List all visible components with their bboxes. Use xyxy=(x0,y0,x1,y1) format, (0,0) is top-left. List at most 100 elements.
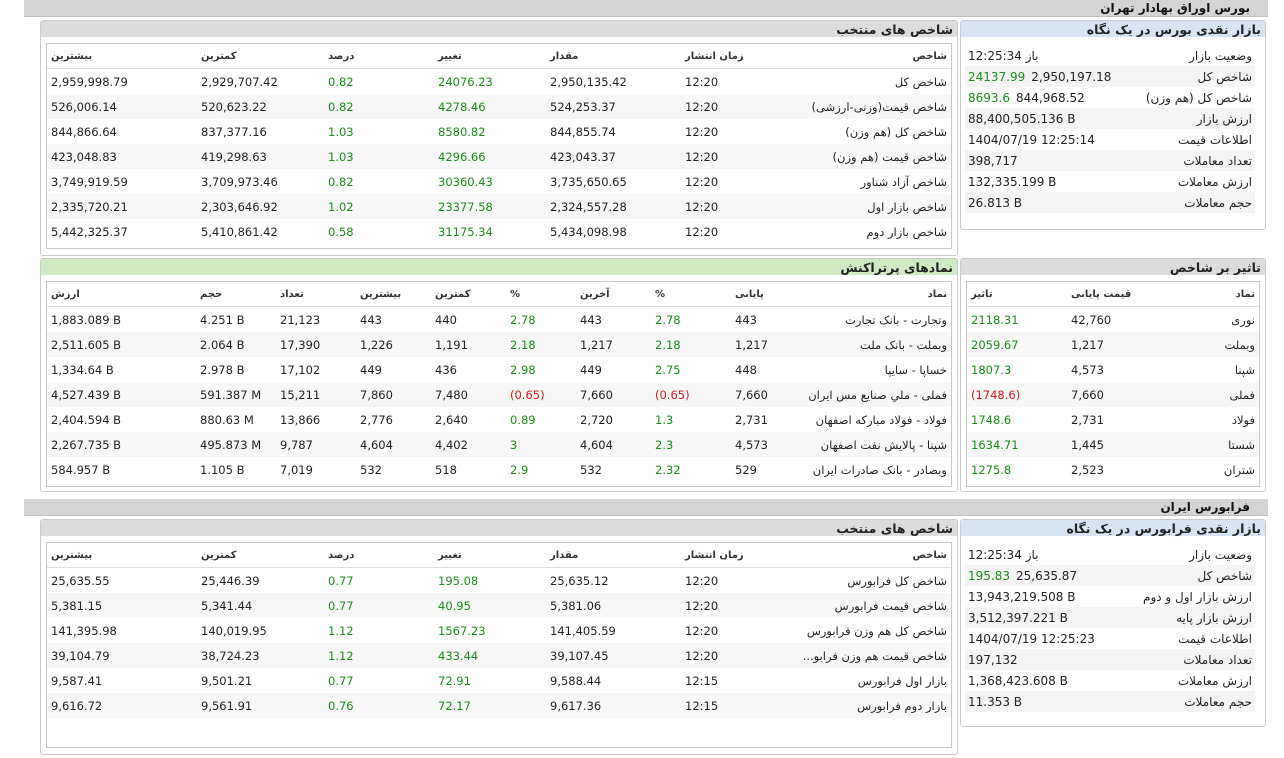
index-name: شاخص آزاد شناور xyxy=(860,174,947,189)
table-row[interactable]: فملی 7,660 (1748.6) xyxy=(967,382,1259,407)
table-row[interactable]: بازار دوم فرابورس 12:15 9,617.36 72.17 0.76 9… xyxy=(47,693,951,718)
table-row[interactable]: وبملت - بانک ملت 1,217 2.18 1,217 2.18 1,191 1… xyxy=(47,332,951,357)
column-header[interactable]: زمان انتشار xyxy=(681,543,781,568)
column-header[interactable]: پایانی xyxy=(731,282,801,307)
traded-volume: 2.064 B xyxy=(196,332,276,357)
index-name: شاخص کل xyxy=(894,74,947,89)
column-header-label: مقدار xyxy=(550,549,579,561)
index-min: 9,561.91 xyxy=(197,693,324,718)
index-name: شاخص قیمت (هم وزن) xyxy=(781,144,951,169)
impact-value: 2118.31 xyxy=(971,312,1019,327)
column-header[interactable]: % xyxy=(651,282,731,307)
index-min: 25,446.39 xyxy=(201,573,260,588)
index-time: 12:20 xyxy=(681,643,781,668)
traded-max: 1,226 xyxy=(356,332,431,357)
table-row[interactable]: شاخص كل فرابورس 12:20 25,635.12 195.08 0.77 2… xyxy=(47,568,951,594)
ifb-section-header: فرابورس ایران xyxy=(24,499,1268,516)
index-time: 12:15 xyxy=(681,693,781,718)
index-min: 837,377.16 xyxy=(201,124,267,139)
table-row[interactable]: شتران 2,523 1275.8 xyxy=(967,457,1259,482)
column-header[interactable]: درصد xyxy=(324,543,434,568)
table-row[interactable]: وبصادر - بانک صادرات ايران 529 2.32 532 2.9 5… xyxy=(47,457,951,482)
column-header[interactable]: تعداد xyxy=(276,282,356,307)
table-row[interactable]: فولاد 2,731 1748.6 xyxy=(967,407,1259,432)
index-value: 25,635.12 xyxy=(550,573,609,588)
column-header[interactable]: بیشترین xyxy=(47,44,197,69)
column-header[interactable]: کمترین xyxy=(197,543,324,568)
column-header[interactable]: حجم xyxy=(196,282,276,307)
index-min: 2,929,707.42 xyxy=(201,74,278,89)
table-row[interactable]: شاخص قيمت فرابورس 12:20 5,381.06 40.95 0.77 5… xyxy=(47,593,951,618)
traded-min: 518 xyxy=(435,462,457,477)
column-header[interactable]: زمان انتشار xyxy=(681,44,781,69)
tse-index-impact-title: تاثیر بر شاخص xyxy=(1169,260,1261,275)
column-header-label: بیشترین xyxy=(51,50,93,62)
table-row[interactable]: وبملت 1,217 2059.67 xyxy=(967,332,1259,357)
table-row[interactable]: شاخص کل 12:20 2,950,135.42 24076.23 0.82 2,92… xyxy=(47,69,951,95)
impact-symbol: نوری xyxy=(1231,312,1255,327)
column-header[interactable]: تغییر xyxy=(434,44,546,69)
table-row[interactable]: شستا 1,445 1634.71 xyxy=(967,432,1259,457)
column-header[interactable]: مقدار xyxy=(546,543,681,568)
column-header[interactable]: تاثیر xyxy=(967,282,1067,307)
market-glance-value-text: 11.353 B xyxy=(968,694,1023,709)
column-header-label: بیشترین xyxy=(360,288,402,300)
column-header[interactable]: آخرین xyxy=(576,282,651,307)
table-row[interactable]: فولاد - فولاد مباركه اصفهان 2,731 1.3 2,720… xyxy=(47,407,951,432)
market-glance-value: 13,943,219.508 B xyxy=(965,586,1115,607)
traded-close-percent: (0.65) xyxy=(651,382,731,407)
traded-value: 2,404.594 B xyxy=(51,412,122,427)
table-row[interactable]: شاخص قیمت (هم وزن) 12:20 423,043.37 4296.66… xyxy=(47,144,951,169)
column-header[interactable]: کمترین xyxy=(197,44,324,69)
column-header[interactable]: نماد xyxy=(801,282,951,307)
traded-volume: 1.105 B xyxy=(200,462,245,477)
table-row[interactable]: وتجارت - بانک تجارت 443 2.78 443 2.78 440 443 2… xyxy=(47,307,951,333)
index-percent: 0.82 xyxy=(324,94,434,119)
table-row[interactable]: شاخص بازار دوم 12:20 5,434,098.98 31175.34 0… xyxy=(47,219,951,244)
market-glance-value-text: 197,132 xyxy=(968,652,1018,667)
column-header[interactable]: درصد xyxy=(324,44,434,69)
impact-price: 1,217 xyxy=(1067,332,1167,357)
column-header[interactable]: ارزش xyxy=(47,282,196,307)
table-row[interactable]: شاخص آزاد شناور 12:20 3,735,650.65 30360.43… xyxy=(47,169,951,194)
table-row[interactable]: شاخص قيمت هم وزن فرابو... 12:20 39,107.45 4… xyxy=(47,643,951,668)
column-header[interactable]: مقدار xyxy=(546,44,681,69)
table-header-row: شاخص زمان انتشار مقدار تغییر درصد کمترین بیشتر… xyxy=(47,543,951,568)
market-glance-value: 398,717 xyxy=(965,150,1115,171)
index-time: 12:20 xyxy=(681,593,781,618)
column-header[interactable]: کمترین xyxy=(431,282,506,307)
column-header[interactable]: نماد xyxy=(1167,282,1259,307)
index-name: بازار دوم فرابورس xyxy=(781,693,951,718)
column-header[interactable]: % xyxy=(506,282,576,307)
column-header[interactable]: تغییر xyxy=(434,543,546,568)
column-header[interactable]: شاخص xyxy=(781,543,951,568)
column-header-label: نماد xyxy=(927,288,947,300)
column-header[interactable]: بیشترین xyxy=(356,282,431,307)
column-header[interactable]: قیمت پایانی xyxy=(1067,282,1167,307)
column-header-label: قیمت پایانی xyxy=(1071,288,1132,300)
tse-selected-indices-panel: شاخص های منتخب شاخص زمان انتشار مقدار تغییر… xyxy=(40,20,958,256)
table-row[interactable]: شپنا - پالايش نفت اصفهان 4,573 2.3 4,604 3 4,… xyxy=(47,432,951,457)
market-glance-value: 26.813 B xyxy=(965,192,1115,213)
table-row[interactable]: فملی - ملي صنايع مس ايران 7,660 (0.65) 7,66… xyxy=(47,382,951,407)
traded-name: خساپا - سایپا xyxy=(884,362,947,377)
column-header[interactable]: بیشترین xyxy=(47,543,197,568)
market-glance-label: حجم معاملات xyxy=(1115,192,1255,213)
traded-max: 7,860 xyxy=(356,382,431,407)
table-row[interactable]: شاخص قیمت(وزنی-ارزشی) 12:20 524,253.37 4278… xyxy=(47,94,951,119)
table-row[interactable]: شاخص بازار اول 12:20 2,324,557.28 23377.58 1… xyxy=(47,194,951,219)
index-min: 140,019.95 xyxy=(201,623,267,638)
table-row[interactable]: خساپا - سایپا 448 2.75 449 2.98 436 449 17,102 2… xyxy=(47,357,951,382)
table-row[interactable]: شپنا 4,573 1807.3 xyxy=(967,357,1259,382)
table-row[interactable]: شاخص کل (هم وزن) 12:20 844,855.74 8580.82 1.… xyxy=(47,119,951,144)
column-header[interactable]: شاخص xyxy=(781,44,951,69)
table-row[interactable]: نوری 42,760 2118.31 xyxy=(967,307,1259,333)
index-percent: 1.03 xyxy=(328,124,354,139)
traded-close: 448 xyxy=(735,362,757,377)
market-glance-label: ارزش بازار پایه xyxy=(1115,607,1255,628)
traded-close: 7,660 xyxy=(731,382,801,407)
impact-symbol: وبملت xyxy=(1167,332,1259,357)
table-row[interactable]: بازار اول فرابورس 12:15 9,588.44 72.91 0.77 9… xyxy=(47,668,951,693)
table-row[interactable]: شاخص كل هم وزن فرابورس 12:20 141,405.59 156… xyxy=(47,618,951,643)
market-glance-row: شاخص کل 195.83 25,635.87 xyxy=(965,565,1255,586)
